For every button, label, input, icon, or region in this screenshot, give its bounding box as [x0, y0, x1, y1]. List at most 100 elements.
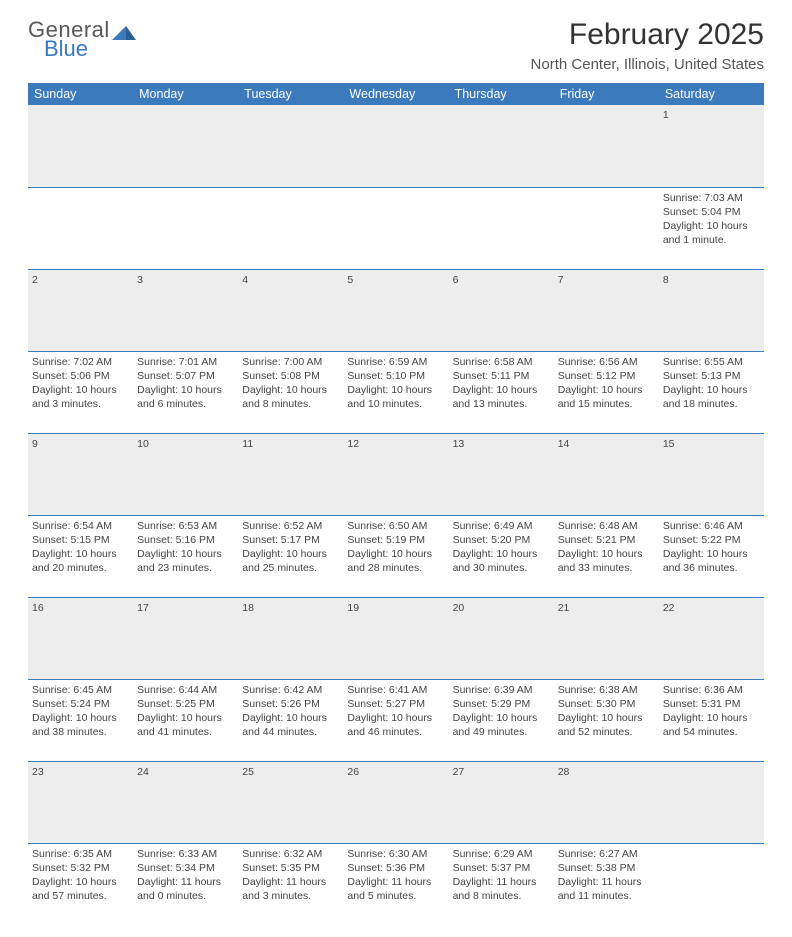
header: General Blue February 2025 North Center,… — [28, 18, 764, 73]
daylight-text: Daylight: 11 hours and 8 minutes. — [453, 875, 550, 903]
day-cell: Sunrise: 6:46 AMSunset: 5:22 PMDaylight:… — [659, 515, 764, 597]
daylight-text: Daylight: 10 hours and 20 minutes. — [32, 547, 129, 575]
day-cell: Sunrise: 6:52 AMSunset: 5:17 PMDaylight:… — [238, 515, 343, 597]
daylight-text: Daylight: 10 hours and 10 minutes. — [347, 383, 444, 411]
sunrise-text: Sunrise: 6:53 AM — [137, 519, 234, 533]
sunrise-text: Sunrise: 6:45 AM — [32, 683, 129, 697]
sunrise-text: Sunrise: 6:36 AM — [663, 683, 760, 697]
sunrise-text: Sunrise: 7:00 AM — [242, 355, 339, 369]
day-cell: Sunrise: 7:03 AMSunset: 5:04 PMDaylight:… — [659, 187, 764, 269]
daylight-text: Daylight: 10 hours and 25 minutes. — [242, 547, 339, 575]
day-cell: Sunrise: 7:01 AMSunset: 5:07 PMDaylight:… — [133, 351, 238, 433]
daynum-row: 2345678 — [28, 269, 764, 351]
day-cell: Sunrise: 6:44 AMSunset: 5:25 PMDaylight:… — [133, 679, 238, 761]
daynum-cell: 4 — [238, 269, 343, 351]
daynum-cell: 24 — [133, 761, 238, 843]
day-cell: Sunrise: 6:50 AMSunset: 5:19 PMDaylight:… — [343, 515, 448, 597]
sunrise-text: Sunrise: 6:44 AM — [137, 683, 234, 697]
daylight-text: Daylight: 10 hours and 30 minutes. — [453, 547, 550, 575]
daynum-cell: 10 — [133, 433, 238, 515]
daynum-cell: 5 — [343, 269, 448, 351]
daynum-cell — [133, 105, 238, 187]
daynum-cell: 12 — [343, 433, 448, 515]
daynum-cell: 26 — [343, 761, 448, 843]
day-cell: Sunrise: 6:39 AMSunset: 5:29 PMDaylight:… — [449, 679, 554, 761]
daynum-cell: 22 — [659, 597, 764, 679]
week-row: Sunrise: 6:45 AMSunset: 5:24 PMDaylight:… — [28, 679, 764, 761]
dayname: Sunday — [28, 83, 133, 105]
daylight-text: Daylight: 10 hours and 8 minutes. — [242, 383, 339, 411]
day-cell: Sunrise: 6:30 AMSunset: 5:36 PMDaylight:… — [343, 843, 448, 925]
sunrise-text: Sunrise: 6:56 AM — [558, 355, 655, 369]
daynum-cell: 16 — [28, 597, 133, 679]
daylight-text: Daylight: 10 hours and 18 minutes. — [663, 383, 760, 411]
dayname: Monday — [133, 83, 238, 105]
day-cell: Sunrise: 6:41 AMSunset: 5:27 PMDaylight:… — [343, 679, 448, 761]
day-cell: Sunrise: 6:38 AMSunset: 5:30 PMDaylight:… — [554, 679, 659, 761]
daylight-text: Daylight: 11 hours and 3 minutes. — [242, 875, 339, 903]
sunrise-text: Sunrise: 6:55 AM — [663, 355, 760, 369]
week-row: Sunrise: 7:02 AMSunset: 5:06 PM Daylight:… — [28, 351, 764, 433]
sunset-text: Sunset: 5:37 PM — [453, 861, 550, 875]
daynum-cell: 7 — [554, 269, 659, 351]
sunset-text: Sunset: 5:27 PM — [347, 697, 444, 711]
daynum-cell: 23 — [28, 761, 133, 843]
daylight-text: Daylight: 10 hours and 6 minutes. — [137, 383, 234, 411]
day-cell — [554, 187, 659, 269]
daylight-text: Daylight: 10 hours and 38 minutes. — [32, 711, 129, 739]
sunset-text: Sunset: 5:06 PM — [32, 369, 129, 383]
day-cell: Sunrise: 6:27 AMSunset: 5:38 PMDaylight:… — [554, 843, 659, 925]
sunset-text: Sunset: 5:21 PM — [558, 533, 655, 547]
brand-text: General Blue — [28, 18, 110, 60]
sunrise-text: Sunrise: 6:29 AM — [453, 847, 550, 861]
daynum-row: 16171819202122 — [28, 597, 764, 679]
sunrise-text: Sunrise: 6:27 AM — [558, 847, 655, 861]
sunset-text: Sunset: 5:04 PM — [663, 205, 760, 219]
daynum-cell: 6 — [449, 269, 554, 351]
daylight-text: Daylight: 10 hours and 15 minutes. — [558, 383, 655, 411]
sunrise-text: Sunrise: 6:52 AM — [242, 519, 339, 533]
dayname-row: Sunday Monday Tuesday Wednesday Thursday… — [28, 83, 764, 105]
daylight-text: Daylight: 10 hours and 49 minutes. — [453, 711, 550, 739]
daylight-text: Daylight: 10 hours and 44 minutes. — [242, 711, 339, 739]
sunset-text: Sunset: 5:34 PM — [137, 861, 234, 875]
daynum-cell: 19 — [343, 597, 448, 679]
brand-triangle-icon — [112, 22, 138, 42]
daylight-text: Daylight: 10 hours and 28 minutes. — [347, 547, 444, 575]
daynum-cell: 18 — [238, 597, 343, 679]
sunrise-text: Sunrise: 7:02 AM — [32, 355, 129, 369]
daynum-cell: 9 — [28, 433, 133, 515]
sunset-text: Sunset: 5:10 PM — [347, 369, 444, 383]
daynum-cell: 15 — [659, 433, 764, 515]
day-cell: Sunrise: 6:58 AMSunset: 5:11 PMDaylight:… — [449, 351, 554, 433]
daynum-cell: 3 — [133, 269, 238, 351]
brand-word2: Blue — [44, 37, 88, 60]
daylight-text: Daylight: 10 hours and 1 minute. — [663, 219, 760, 247]
sunset-text: Sunset: 5:13 PM — [663, 369, 760, 383]
page-subtitle: North Center, Illinois, United States — [531, 56, 764, 73]
day-cell: Sunrise: 6:48 AMSunset: 5:21 PMDaylight:… — [554, 515, 659, 597]
sunset-text: Sunset: 5:35 PM — [242, 861, 339, 875]
day-cell: Sunrise: 7:00 AMSunset: 5:08 PMDaylight:… — [238, 351, 343, 433]
daynum-cell: 2 — [28, 269, 133, 351]
day-cell: Sunrise: 6:56 AMSunset: 5:12 PMDaylight:… — [554, 351, 659, 433]
dayname: Saturday — [659, 83, 764, 105]
sunrise-text: Sunrise: 6:30 AM — [347, 847, 444, 861]
sunset-text: Sunset: 5:25 PM — [137, 697, 234, 711]
daylight-text: Daylight: 10 hours and 23 minutes. — [137, 547, 234, 575]
sunrise-text: Sunrise: 6:46 AM — [663, 519, 760, 533]
day-cell — [343, 187, 448, 269]
daylight-text: Daylight: 10 hours and 52 minutes. — [558, 711, 655, 739]
daynum-cell — [28, 105, 133, 187]
daynum-cell — [554, 105, 659, 187]
calendar-table: Sunday Monday Tuesday Wednesday Thursday… — [28, 83, 764, 925]
daynum-cell: 27 — [449, 761, 554, 843]
day-cell — [133, 187, 238, 269]
daylight-text: Daylight: 11 hours and 5 minutes. — [347, 875, 444, 903]
sunrise-text: Sunrise: 6:38 AM — [558, 683, 655, 697]
sunrise-text: Sunrise: 6:35 AM — [32, 847, 129, 861]
day-cell: Sunrise: 6:55 AMSunset: 5:13 PMDaylight:… — [659, 351, 764, 433]
title-block: February 2025 North Center, Illinois, Un… — [531, 18, 764, 73]
daynum-cell: 11 — [238, 433, 343, 515]
sunrise-text: Sunrise: 6:49 AM — [453, 519, 550, 533]
